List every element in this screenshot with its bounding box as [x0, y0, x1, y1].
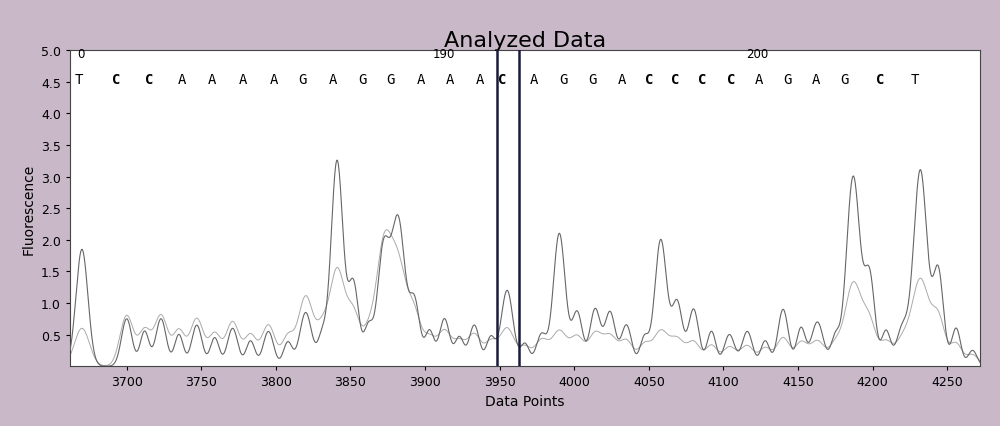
Y-axis label: Fluorescence: Fluorescence — [21, 163, 35, 254]
Text: 200: 200 — [746, 48, 768, 60]
Text: G: G — [299, 72, 307, 86]
X-axis label: Data Points: Data Points — [485, 394, 565, 408]
Text: C: C — [112, 72, 120, 86]
Text: A: A — [476, 72, 484, 86]
Text: G: G — [783, 72, 792, 86]
Text: 0: 0 — [77, 48, 85, 60]
Text: A: A — [812, 72, 820, 86]
Text: G: G — [387, 72, 395, 86]
Text: G: G — [588, 72, 596, 86]
Text: C: C — [498, 72, 507, 86]
Text: A: A — [416, 72, 425, 86]
Text: C: C — [698, 72, 707, 86]
Text: A: A — [328, 72, 337, 86]
Text: G: G — [560, 72, 568, 86]
Text: A: A — [530, 72, 538, 86]
Text: A: A — [270, 72, 279, 86]
Text: A: A — [208, 72, 216, 86]
Text: A: A — [755, 72, 763, 86]
Text: T: T — [75, 72, 83, 86]
Text: C: C — [876, 72, 884, 86]
Text: A: A — [446, 72, 455, 86]
Text: G: G — [358, 72, 367, 86]
Text: A: A — [618, 72, 626, 86]
Text: A: A — [239, 72, 247, 86]
Title: Analyzed Data: Analyzed Data — [444, 31, 606, 51]
Text: C: C — [727, 72, 735, 86]
Text: C: C — [645, 72, 653, 86]
Text: C: C — [145, 72, 153, 86]
Text: A: A — [178, 72, 186, 86]
Text: C: C — [671, 72, 680, 86]
Text: T: T — [910, 72, 919, 86]
Text: 190: 190 — [433, 48, 455, 60]
Text: G: G — [840, 72, 848, 86]
